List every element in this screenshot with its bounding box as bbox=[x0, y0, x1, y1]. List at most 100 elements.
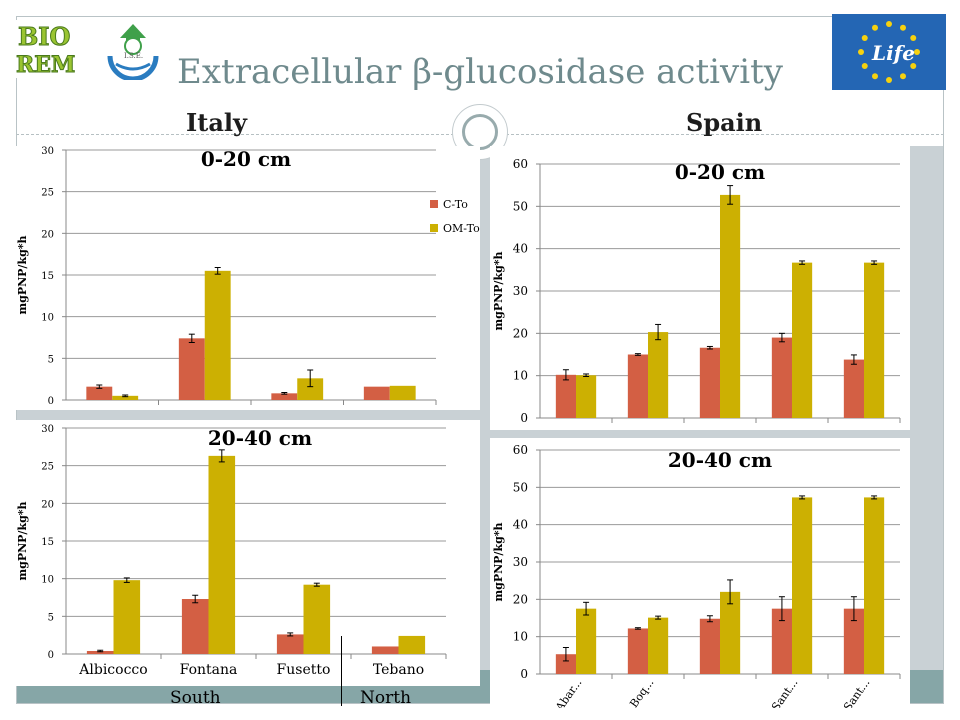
y-tick-label: 25 bbox=[41, 188, 54, 199]
eu-star-icon bbox=[914, 49, 920, 55]
y-tick-label: 60 bbox=[513, 443, 528, 457]
y-tick-label: 30 bbox=[513, 555, 528, 569]
bar-om-to bbox=[864, 262, 885, 418]
y-tick-label: 15 bbox=[41, 271, 54, 282]
y-tick-label: 15 bbox=[41, 537, 54, 548]
north-label: North bbox=[360, 688, 412, 708]
category-label: Abar... bbox=[553, 676, 585, 708]
bioremi-logo: BIO REM bbox=[14, 20, 84, 79]
legend-label: C-To bbox=[443, 198, 468, 211]
category-label: Sant... bbox=[769, 676, 800, 708]
chart-spain-0-20-svg: 0 10 20 30 40 50 60 mgPNP/kg*h 0-20 cm bbox=[492, 157, 901, 425]
bar-c-to bbox=[843, 608, 864, 674]
y-tick-label: 0 bbox=[48, 396, 54, 407]
chart-italy-0-20: 0 5 10 15 20 25 30 mgPNP/kg*h 0-20 cm C-To OM-To bbox=[16, 146, 480, 410]
y-tick-label: 50 bbox=[513, 480, 528, 494]
svg-text:Life: Life bbox=[871, 41, 915, 65]
y-tick-label: 10 bbox=[41, 575, 54, 586]
eu-star-icon bbox=[900, 73, 906, 80]
chart-title: 0-20 cm bbox=[675, 160, 765, 184]
bar-c-to bbox=[86, 650, 114, 654]
bar-c-to bbox=[181, 599, 209, 654]
category-label: Albicocco bbox=[78, 662, 147, 678]
bar-om-to bbox=[389, 385, 416, 400]
category-label: Sant... bbox=[841, 676, 872, 708]
bar-om-to bbox=[208, 455, 236, 654]
bar-c-to bbox=[699, 618, 720, 674]
south-label: South bbox=[170, 688, 221, 708]
legend-swatch bbox=[430, 200, 438, 208]
y-tick-label: 0 bbox=[48, 650, 54, 661]
region-label-spain: Spain bbox=[686, 108, 763, 137]
y-tick-label: 20 bbox=[41, 499, 54, 510]
eu-star-icon bbox=[886, 77, 892, 83]
y-tick-label: 10 bbox=[513, 369, 528, 383]
y-tick-label: 40 bbox=[513, 242, 528, 256]
bar-c-to bbox=[699, 347, 720, 418]
chart-spain-20-40: 0 10 20 30 40 50 60 mgPNP/kg*h 20-40 cm Abar... Bo… bbox=[490, 438, 910, 714]
bar-c-to bbox=[843, 359, 864, 418]
category-label: Boq... bbox=[627, 676, 656, 708]
y-axis-label: mgPNP/kg*h bbox=[16, 235, 29, 314]
bar-c-to bbox=[627, 628, 648, 674]
y-tick-label: 25 bbox=[41, 462, 54, 473]
eu-star-icon bbox=[910, 35, 917, 41]
y-tick-label: 40 bbox=[513, 518, 528, 532]
y-tick-label: 20 bbox=[513, 592, 528, 606]
bar-om-to bbox=[112, 395, 139, 400]
bar-om-to bbox=[113, 580, 141, 654]
category-label: Fontana bbox=[180, 662, 238, 678]
chart-spain-20-40-svg: 0 10 20 30 40 50 60 mgPNP/kg*h 20-40 cm Abar... Bo… bbox=[492, 443, 901, 714]
y-tick-label: 20 bbox=[513, 326, 528, 340]
eu-life-logo: Life bbox=[832, 14, 946, 90]
eu-star-icon bbox=[861, 35, 868, 41]
chart-italy-20-40-svg: 0 5 10 15 20 25 30 mgPNP/kg*h 20-40 cm Albicocco F… bbox=[16, 424, 447, 678]
y-tick-label: 60 bbox=[513, 157, 528, 171]
eu-star-icon bbox=[872, 24, 878, 31]
y-tick-label: 30 bbox=[41, 146, 54, 157]
y-tick-label: 0 bbox=[520, 411, 528, 425]
region-label-italy: Italy bbox=[186, 108, 247, 137]
bar-om-to bbox=[204, 270, 231, 400]
y-axis-label: mgPNP/kg*h bbox=[492, 522, 505, 601]
slide-title: Extracellular β-glucosidase activity bbox=[177, 52, 783, 92]
bar-om-to bbox=[720, 591, 741, 674]
y-tick-label: 50 bbox=[513, 199, 528, 213]
eu-star-icon bbox=[858, 49, 864, 55]
category-label: Tebano bbox=[373, 662, 424, 678]
bar-om-to bbox=[648, 332, 669, 418]
y-tick-label: 0 bbox=[520, 667, 528, 681]
y-tick-label: 30 bbox=[513, 284, 528, 298]
bar-om-to bbox=[576, 608, 597, 674]
bar-c-to bbox=[627, 354, 648, 418]
chart-title: 20-40 cm bbox=[668, 448, 772, 472]
bar-c-to bbox=[555, 374, 576, 418]
chart-title: 20-40 cm bbox=[208, 426, 312, 450]
y-tick-label: 20 bbox=[41, 229, 54, 240]
y-axis-label: mgPNP/kg*h bbox=[492, 251, 505, 330]
bar-om-to bbox=[648, 617, 669, 674]
eu-star-icon bbox=[910, 63, 917, 69]
svg-text:REM: REM bbox=[16, 52, 75, 78]
bar-om-to bbox=[792, 262, 813, 418]
bar-c-to bbox=[555, 654, 576, 674]
y-tick-label: 5 bbox=[48, 354, 54, 365]
y-tick-label: 30 bbox=[41, 424, 54, 435]
bar-om-to bbox=[297, 378, 324, 400]
bar-om-to bbox=[303, 584, 331, 654]
eu-star-icon bbox=[872, 73, 878, 80]
bar-c-to bbox=[771, 337, 792, 418]
svg-text:BIO: BIO bbox=[18, 22, 70, 51]
chart-spain-0-20: 0 10 20 30 40 50 60 mgPNP/kg*h 0-20 cm bbox=[490, 146, 910, 430]
chart-italy-0-20-svg: 0 5 10 15 20 25 30 mgPNP/kg*h 0-20 cm C-To OM-To bbox=[16, 146, 480, 407]
bar-om-to bbox=[398, 635, 426, 654]
svg-text:I.S.E.: I.S.E. bbox=[124, 52, 143, 60]
bar-om-to bbox=[864, 497, 885, 674]
bar-c-to bbox=[178, 338, 205, 400]
y-tick-label: 10 bbox=[41, 313, 54, 324]
bar-c-to bbox=[363, 386, 390, 400]
eu-star-icon bbox=[861, 63, 868, 69]
legend-swatch bbox=[430, 224, 438, 232]
y-tick-label: 10 bbox=[513, 630, 528, 644]
bar-om-to bbox=[576, 375, 597, 418]
